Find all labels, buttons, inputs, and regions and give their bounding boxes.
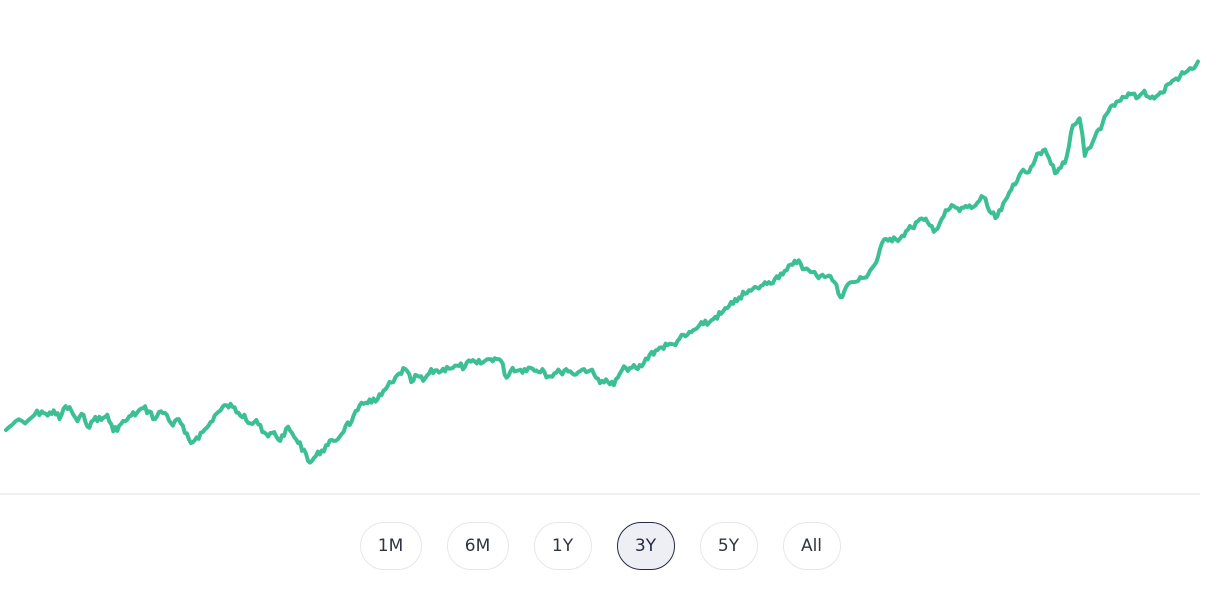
range-button-all[interactable]: All bbox=[782, 522, 841, 570]
price-chart bbox=[0, 59, 1200, 495]
time-range-selector: 1M 6M 1Y 3Y 5Y All bbox=[0, 522, 1200, 570]
range-button-6m[interactable]: 6M bbox=[446, 522, 509, 570]
range-button-1y[interactable]: 1Y bbox=[533, 522, 592, 570]
range-button-5y[interactable]: 5Y bbox=[699, 522, 758, 570]
range-button-3y[interactable]: 3Y bbox=[616, 522, 675, 570]
range-button-1m[interactable]: 1M bbox=[359, 522, 422, 570]
price-series-line bbox=[4, 59, 1200, 465]
